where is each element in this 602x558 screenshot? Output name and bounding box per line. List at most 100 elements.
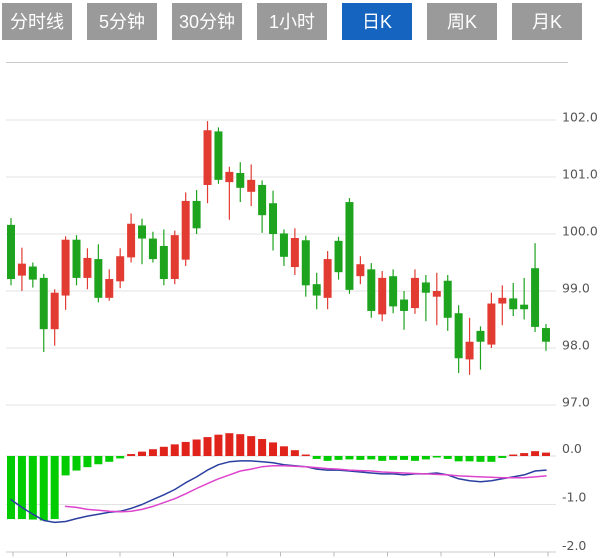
macd-bar-negative — [83, 456, 92, 468]
macd-bar-positive — [159, 446, 168, 456]
macd-bar-negative — [323, 456, 332, 461]
macd-bar-negative — [378, 456, 387, 461]
candle-body — [127, 223, 136, 258]
candle-body — [236, 173, 245, 188]
macd-bar-positive — [127, 454, 136, 456]
candle-body — [410, 277, 419, 309]
macd-bar-positive — [236, 434, 245, 456]
macd-bar-positive — [541, 452, 550, 456]
tab-weekly-k[interactable]: 周K — [427, 3, 497, 40]
macd-bar-negative — [50, 456, 59, 520]
candle-body — [72, 239, 81, 278]
tab-1hour[interactable]: 1小时 — [257, 3, 327, 40]
price-tick-label: 99.0 — [562, 281, 590, 296]
tab-30min[interactable]: 30分钟 — [172, 3, 242, 40]
macd-bar-negative — [367, 456, 376, 460]
macd-bar-negative — [389, 456, 398, 460]
candle-body — [367, 269, 376, 311]
candle-body — [454, 313, 463, 359]
candle-body — [498, 297, 507, 304]
candle-body — [356, 264, 365, 277]
candle-body — [520, 304, 529, 310]
candle-body — [378, 277, 387, 315]
candle-body — [247, 179, 256, 192]
macd-bar-positive — [531, 451, 540, 456]
tab-timeline[interactable]: 分时线 — [2, 3, 72, 40]
candle-body — [181, 200, 190, 260]
tab-monthly-k[interactable]: 月K — [512, 3, 582, 40]
candle-body — [258, 184, 267, 216]
candle-body — [105, 279, 114, 298]
macd-bar-positive — [509, 454, 518, 457]
macd-bar-positive — [138, 451, 147, 456]
macd-bar-positive — [269, 442, 278, 456]
macd-bar-negative — [454, 456, 463, 462]
interval-tabbar: 分时线 5分钟 30分钟 1小时 日K 周K 月K — [2, 3, 582, 40]
macd-bar-negative — [61, 456, 70, 476]
candle-body — [432, 291, 441, 297]
price-tick-label: 97.0 — [562, 395, 590, 410]
candle-body — [541, 328, 550, 342]
macd-bar-positive — [258, 439, 267, 456]
macd-bar-negative — [410, 456, 419, 461]
candle-body — [389, 276, 398, 307]
indicator-tick-label: 0.0 — [562, 441, 582, 456]
macd-bar-positive — [301, 454, 310, 457]
candle-body — [487, 303, 496, 345]
candle-body — [83, 257, 92, 278]
macd-bar-positive — [203, 437, 212, 456]
macd-bar-negative — [39, 456, 48, 521]
candle-body — [203, 130, 212, 185]
candle-body — [290, 237, 299, 268]
candle-body — [7, 224, 15, 280]
macd-bar-negative — [476, 456, 485, 462]
indicator-tick-label: -2.0 — [562, 538, 586, 553]
macd-bar-positive — [225, 433, 234, 456]
candle-body — [269, 203, 278, 234]
candle-body — [400, 299, 409, 311]
candle-body — [170, 235, 179, 280]
candle-body — [301, 240, 310, 286]
candle-body — [531, 268, 540, 327]
candle-body — [509, 298, 518, 310]
macd-bar-negative — [17, 456, 26, 520]
macd-bar-negative — [72, 456, 81, 471]
candle-body — [192, 200, 201, 229]
macd-bar-negative — [443, 456, 452, 459]
macd-bar-negative — [105, 456, 114, 462]
macd-bar-positive — [520, 453, 529, 456]
candle-body — [214, 131, 223, 180]
candle-body — [138, 225, 147, 239]
candle-body — [148, 238, 157, 260]
candle-body — [116, 256, 125, 282]
macd-bar-positive — [247, 436, 256, 456]
macd-bar-negative — [28, 456, 37, 520]
candle-body — [476, 330, 485, 342]
macd-bar-positive — [181, 441, 190, 456]
macd-bar-negative — [334, 456, 343, 460]
macd-bar-negative — [498, 456, 507, 458]
candle-body — [421, 282, 430, 293]
candle-body — [312, 284, 321, 296]
tab-5min[interactable]: 5分钟 — [87, 3, 157, 40]
macd-bar-negative — [94, 456, 103, 465]
macd-bar-positive — [279, 446, 288, 456]
candle-body — [279, 233, 288, 257]
macd-bar-positive — [170, 444, 179, 456]
candle-body — [39, 277, 48, 330]
macd-bar-negative — [345, 456, 354, 460]
macd-dif-line — [10, 460, 547, 524]
tab-daily-k[interactable]: 日K — [342, 3, 412, 40]
candle-body — [159, 245, 168, 280]
candle-body — [94, 259, 103, 298]
macd-dea-line — [64, 464, 547, 513]
macd-bar-positive — [148, 449, 157, 456]
candle-body — [50, 292, 59, 330]
macd-bar-negative — [116, 456, 125, 459]
candle-body — [61, 239, 70, 296]
macd-bar-negative — [432, 456, 441, 458]
macd-bar-negative — [400, 456, 409, 460]
candle-body — [323, 259, 332, 298]
